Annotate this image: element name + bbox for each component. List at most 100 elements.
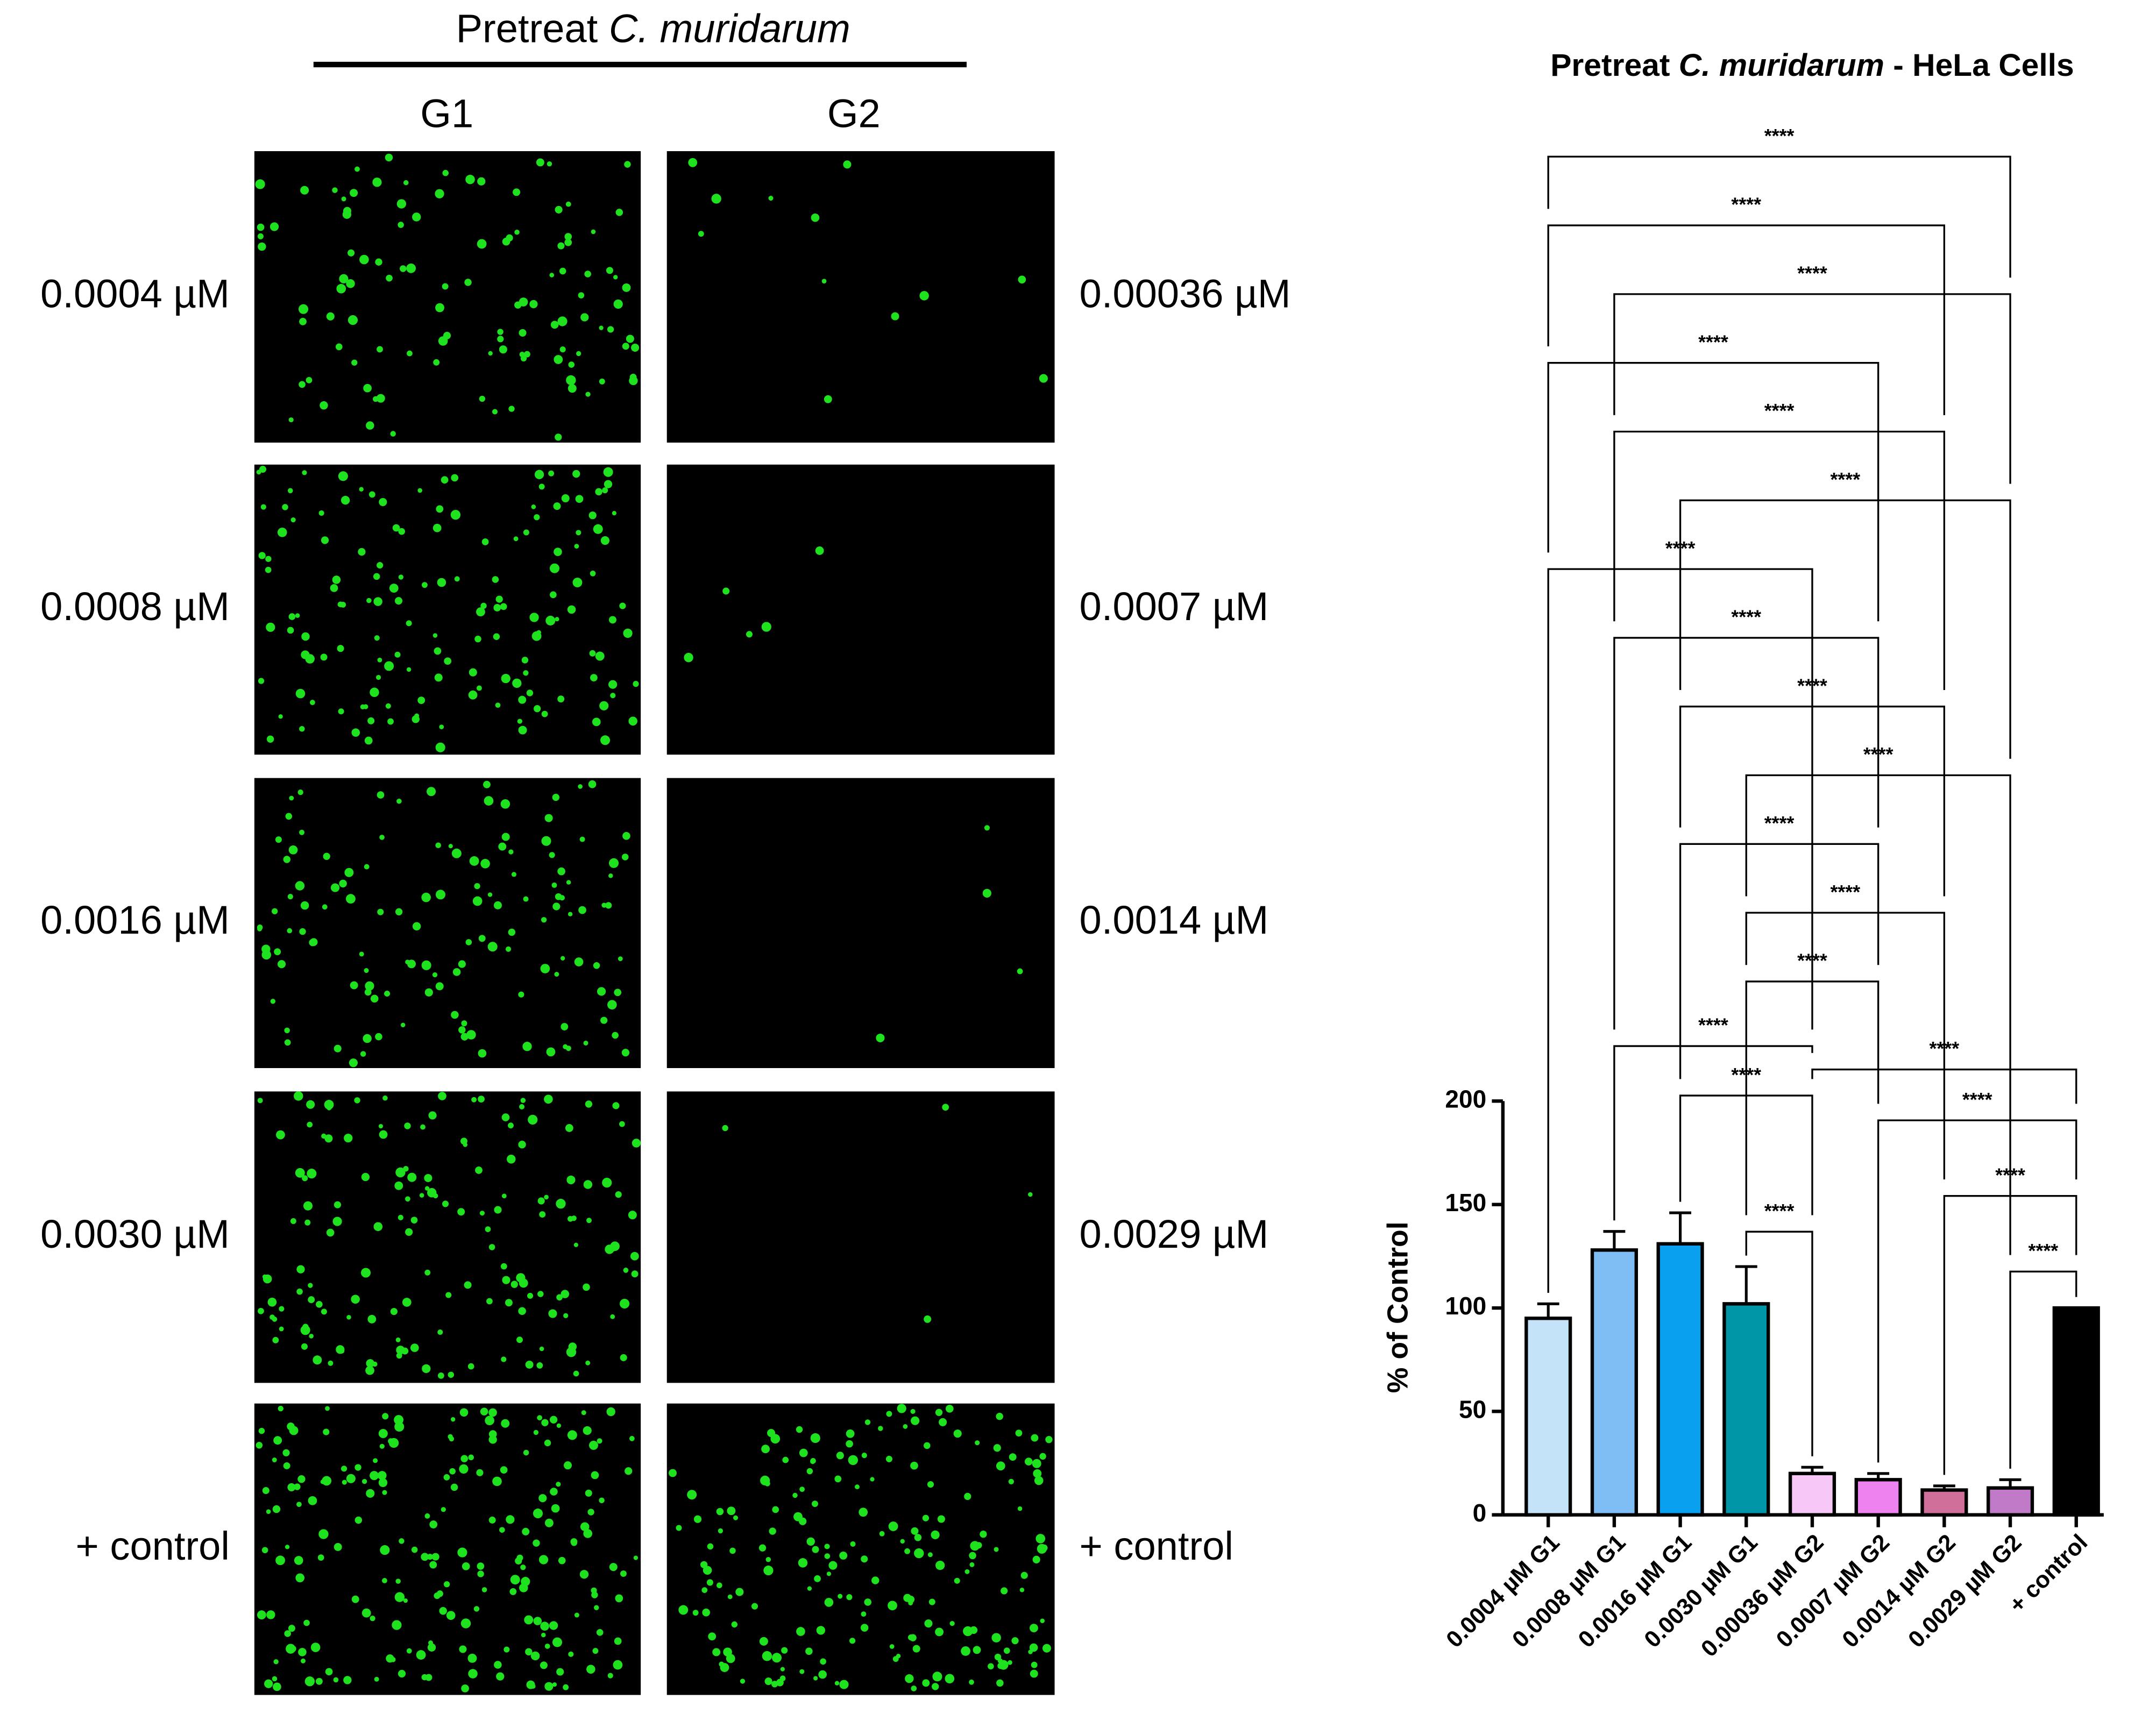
cell-dot [450, 1417, 456, 1422]
cell-dot [585, 1489, 592, 1497]
cell-dot [377, 1471, 387, 1480]
cell-dot [272, 1317, 278, 1322]
cell-dot [1032, 1555, 1040, 1563]
cell-dot [380, 1545, 390, 1555]
cell-dot [997, 1662, 1004, 1669]
cell-dot [521, 1577, 530, 1587]
cell-dot [612, 511, 616, 516]
cell-dot [599, 325, 604, 330]
cell-dot [1029, 1643, 1038, 1652]
cell-dot [289, 1645, 296, 1652]
cell-dot [457, 1547, 467, 1558]
cell-dot [563, 1684, 569, 1690]
cell-dot [632, 1139, 641, 1148]
cell-dot [351, 359, 358, 366]
cell-dot [603, 467, 613, 477]
cell-dot [529, 613, 539, 622]
cell-dot [359, 487, 364, 492]
row-label: 0.0029 µM [1080, 1212, 1269, 1256]
cell-dot [525, 1648, 533, 1656]
cell-dot [488, 1516, 496, 1524]
cell-dot [321, 536, 329, 544]
cell-dot [496, 1672, 505, 1681]
bracket-line [1613, 430, 1946, 691]
cell-dot [888, 1601, 897, 1611]
micrograph-background [254, 778, 641, 1068]
cell-dot [537, 1415, 543, 1421]
cell-dot [290, 1218, 296, 1224]
cell-dot [339, 1348, 345, 1354]
bar [1788, 1471, 1836, 1517]
cell-dot [548, 1309, 557, 1318]
cell-dot [576, 351, 581, 357]
cell-dot [336, 283, 346, 294]
cell-dot [531, 631, 542, 641]
cell-dot [861, 1555, 868, 1563]
cell-dot [287, 894, 293, 900]
cell-dot [533, 1509, 543, 1519]
cell-dot [523, 670, 529, 676]
cell-dot [324, 1100, 334, 1110]
cell-dot [622, 343, 629, 350]
cell-dot [424, 1186, 430, 1191]
bracket-line [1943, 1195, 2077, 1475]
cell-dot [597, 987, 606, 996]
cell-dot [626, 335, 634, 343]
cell-dot [318, 1529, 329, 1539]
cell-dot [793, 1512, 803, 1521]
cell-dot [541, 917, 547, 923]
cell-dot [919, 291, 929, 301]
cell-dot [429, 1520, 438, 1528]
cell-dot [555, 893, 562, 900]
cell-dot [796, 1627, 805, 1636]
cell-dot [476, 685, 482, 691]
cell-dot [886, 1411, 892, 1417]
cell-dot [351, 1595, 359, 1603]
cell-dot [551, 882, 557, 888]
row-label: 0.00036 µM [1080, 272, 1291, 316]
cell-dot [575, 495, 584, 503]
cell-dot [288, 845, 298, 855]
cell-dot [377, 346, 383, 353]
cell-dot [720, 1663, 729, 1672]
cell-dot [1031, 1661, 1038, 1668]
cell-dot [579, 836, 585, 842]
bracket-line [1745, 1231, 1813, 1456]
cell-dot [332, 1217, 342, 1226]
cell-dot [434, 647, 442, 655]
cell-dot [810, 1459, 815, 1464]
cell-dot [621, 1049, 630, 1057]
cell-dot [606, 267, 613, 274]
cell-dot [625, 1467, 633, 1475]
cell-dot [595, 488, 602, 496]
cell-dot [299, 381, 306, 388]
cell-dot [374, 635, 380, 641]
cell-dot [623, 628, 633, 638]
cell-dot [900, 1539, 905, 1544]
cell-dot [407, 1172, 417, 1182]
cell-dot [1008, 1478, 1014, 1484]
x-tick-label: 0.0004 µM G1 [1442, 1530, 1565, 1653]
cell-dot [338, 708, 344, 715]
cell-dot [321, 1133, 327, 1139]
row-label: 0.0008 µM [40, 584, 230, 629]
cell-dot [608, 873, 613, 878]
cell-dot [266, 1610, 275, 1619]
cell-dot [484, 796, 494, 806]
cell-dot [552, 902, 561, 911]
cell-dot [493, 604, 501, 611]
cell-dot [565, 1046, 571, 1051]
cell-dot [318, 510, 324, 516]
cell-dot [485, 1416, 494, 1426]
bar [1524, 1317, 1572, 1517]
cell-dot [521, 657, 529, 664]
cell-dot [781, 1647, 788, 1654]
cell-dot [320, 653, 328, 661]
cell-dot [363, 1034, 372, 1043]
cell-dot [442, 169, 449, 176]
cell-dot [382, 1490, 387, 1495]
cell-dot [878, 1426, 883, 1431]
micrograph-background [666, 1091, 1055, 1383]
cell-dot [442, 283, 449, 290]
cell-dot [1031, 1434, 1039, 1442]
